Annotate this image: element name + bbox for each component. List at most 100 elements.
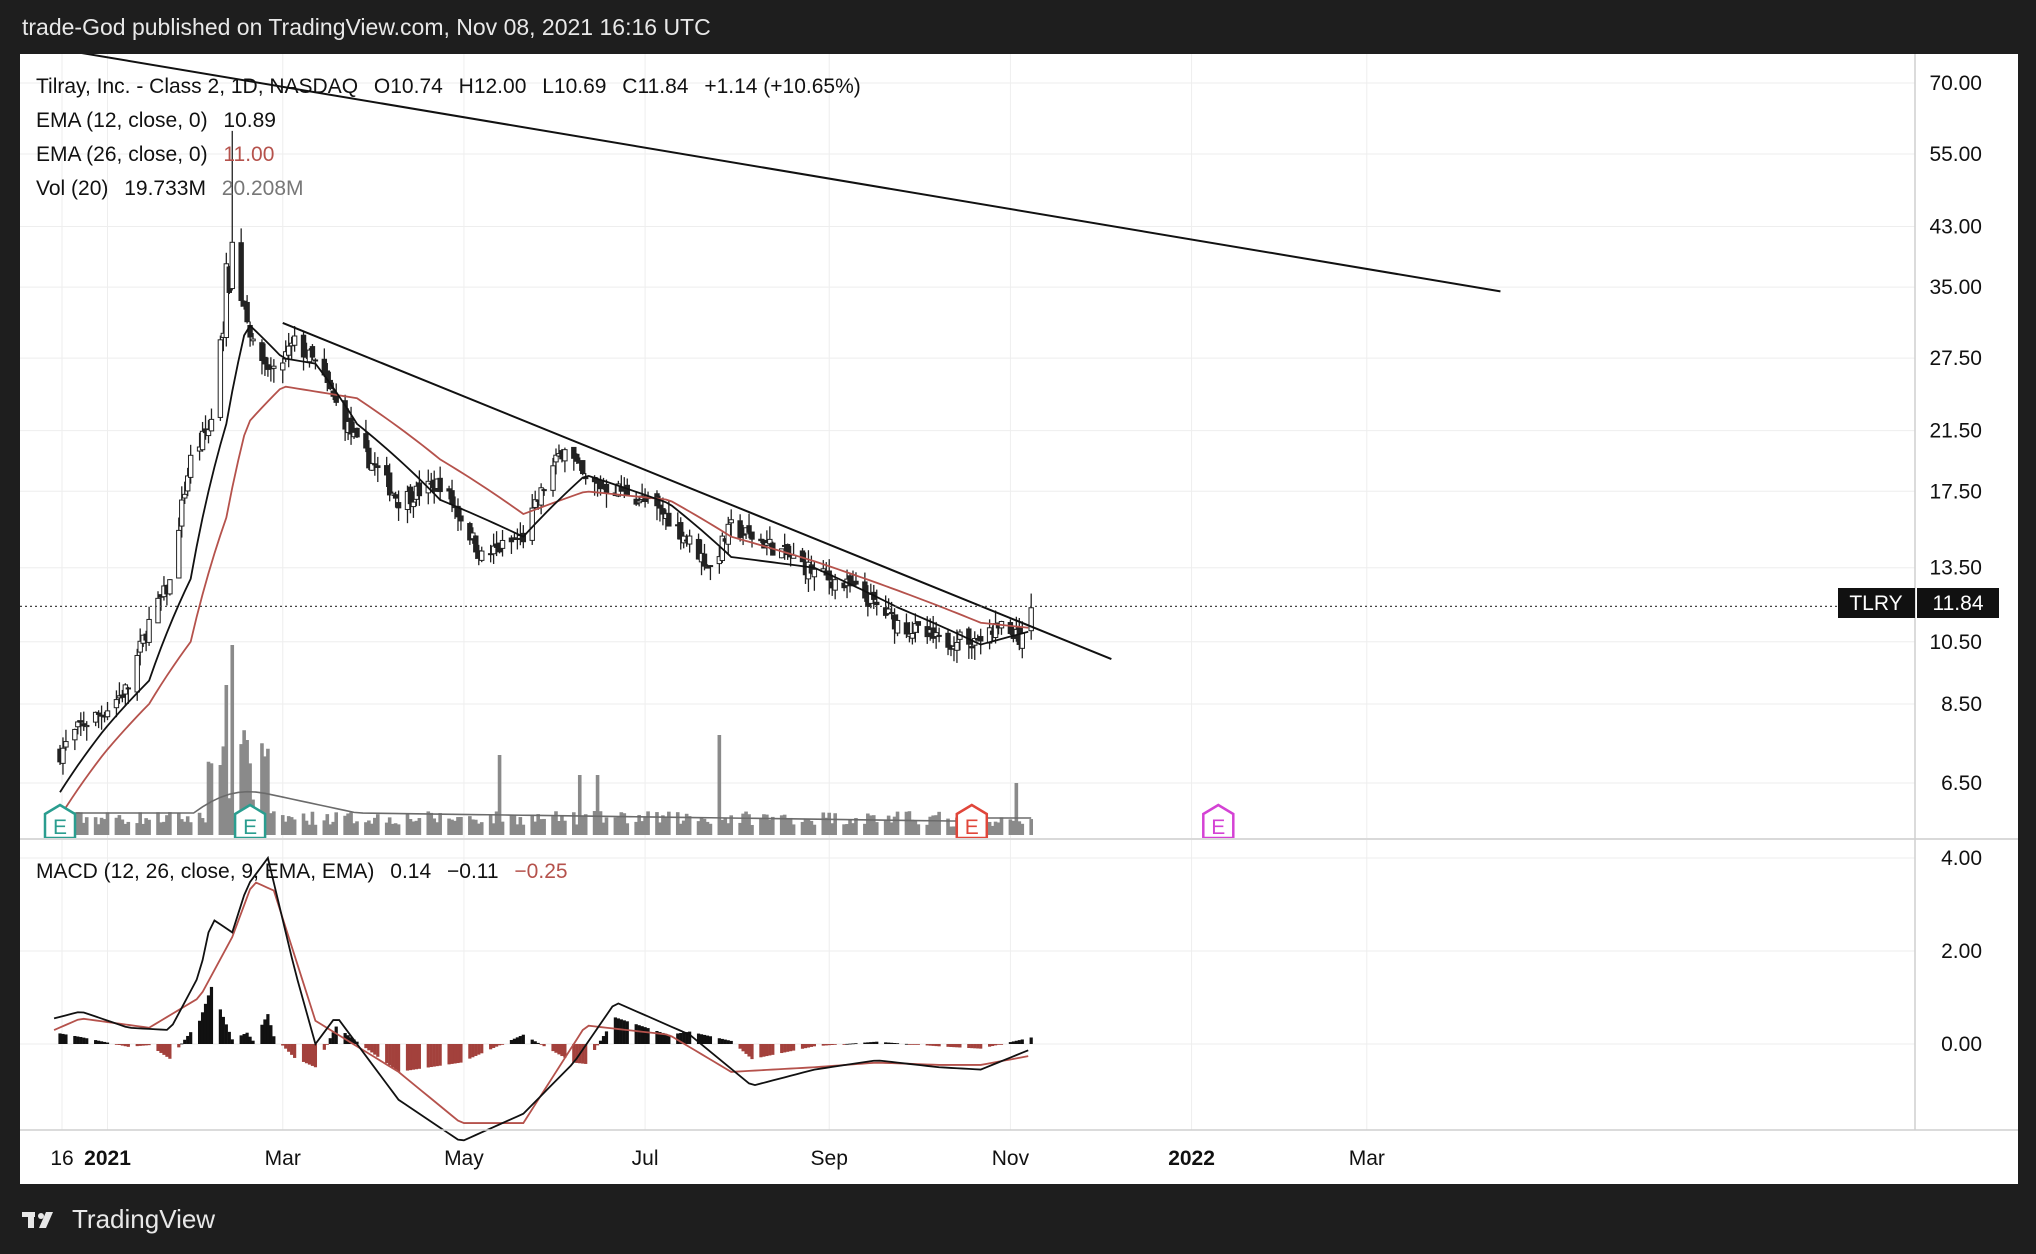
- macd-histogram-bar: [138, 1044, 142, 1046]
- candle-body: [912, 623, 919, 633]
- tradingview-logo[interactable]: TradingView: [22, 1204, 215, 1235]
- macd-histogram-bar: [189, 1032, 193, 1044]
- candle-body: [354, 427, 360, 438]
- macd-histogram-bar: [447, 1044, 451, 1065]
- macd-histogram-bar: [209, 986, 214, 1044]
- publisher-bar: trade-God published on TradingView.com, …: [0, 0, 2036, 54]
- candle-body: [737, 520, 743, 538]
- macd-histogram-bar: [408, 1044, 413, 1071]
- volume-bar: [892, 816, 897, 835]
- chart-frame[interactable]: E E E E 70.00 55.00 43.00 35.00 27.50 21.50 17.50…: [20, 54, 2018, 1184]
- macd-histogram-bar: [931, 1044, 935, 1046]
- macd-histogram-bar: [405, 1044, 410, 1071]
- macd-histogram-bar: [203, 1003, 208, 1044]
- volume-bar: [637, 814, 641, 835]
- macd-histogram-bar: [120, 1044, 124, 1046]
- macd-histogram-bar: [723, 1039, 727, 1044]
- candle-body: [749, 531, 755, 540]
- macd-histogram-bar: [875, 1041, 879, 1044]
- macd-tick-label: 2.00: [1941, 940, 1982, 963]
- macd-histogram-bar: [272, 1036, 276, 1044]
- candle-body: [532, 499, 538, 508]
- macd-histogram-bar: [438, 1044, 442, 1066]
- macd-histogram-bar: [313, 1044, 318, 1068]
- volume-bar: [889, 822, 894, 835]
- macd-histogram-bar: [58, 1033, 62, 1044]
- volume-bar: [283, 821, 288, 835]
- macd-histogram-bar: [349, 1037, 353, 1044]
- macd-histogram-bar: [135, 1044, 139, 1047]
- volume-bar: [509, 815, 514, 835]
- macd-histogram-bar: [453, 1044, 457, 1064]
- macd-histogram-bar: [263, 1019, 267, 1044]
- candle-body: [784, 544, 791, 556]
- candle-body: [660, 508, 666, 515]
- macd-histogram-bar: [958, 1044, 962, 1048]
- volume-bar: [871, 815, 876, 835]
- volume-bar: [114, 817, 119, 835]
- macd-histogram-bar: [884, 1042, 888, 1044]
- volume-bar: [595, 775, 600, 835]
- macd-histogram-bar: [539, 1044, 543, 1045]
- macd-histogram-bar: [803, 1044, 808, 1049]
- tradingview-chart[interactable]: E E E E 70.00 55.00 43.00 35.00 27.50 21.50 17.50…: [20, 54, 2018, 1184]
- earnings-marker-icon[interactable]: E: [43, 803, 77, 840]
- macd-histogram-bar: [370, 1044, 374, 1053]
- candle-body: [894, 619, 901, 634]
- trendlines[interactable]: [48, 54, 1501, 661]
- volume-bar: [655, 812, 659, 835]
- macd-histogram-bar: [869, 1042, 873, 1044]
- volume-bar: [883, 819, 888, 835]
- macd-histogram-bar: [1020, 1039, 1024, 1044]
- volume-bar: [346, 813, 350, 835]
- macd-histogram-bar: [331, 1032, 335, 1044]
- earnings-marker-label: E: [1211, 816, 1225, 839]
- candle-body: [657, 504, 663, 509]
- volume-bar: [479, 822, 484, 835]
- earnings-marker-icon[interactable]: E: [955, 803, 989, 840]
- candle-body: [208, 418, 215, 432]
- candle-body: [678, 522, 684, 540]
- candle-body: [1007, 622, 1014, 634]
- macd-axis[interactable]: 4.00 2.00 0.00: [1941, 847, 1982, 1056]
- candle-body: [885, 608, 892, 615]
- macd-histogram-bar: [640, 1026, 644, 1044]
- volume-bar: [667, 811, 671, 835]
- volume-bar: [414, 820, 419, 835]
- macd-histogram-bar: [664, 1033, 668, 1044]
- ema-lines: [59, 324, 1029, 818]
- price-axis[interactable]: 70.00 55.00 43.00 35.00 27.50 21.50 17.50 13.50…: [1929, 72, 1982, 795]
- macd-histogram-bar: [783, 1044, 787, 1053]
- candle-body: [681, 535, 687, 544]
- volume-bar: [221, 746, 226, 835]
- volume-bar: [405, 813, 410, 835]
- candle-body: [562, 449, 568, 462]
- macd-histogram-bar: [913, 1044, 917, 1045]
- volume-bar: [126, 821, 131, 835]
- macd-histogram-bar: [334, 1026, 338, 1044]
- macd-histogram-bar: [729, 1040, 733, 1044]
- candle-body: [185, 475, 191, 492]
- volume-bar: [367, 820, 371, 835]
- volume-bar: [390, 823, 395, 835]
- price-tick-label: 10.50: [1929, 631, 1982, 654]
- candle-body: [119, 694, 126, 698]
- candle-body: [915, 621, 922, 626]
- candle-body: [229, 241, 235, 290]
- volume-bar: [396, 824, 401, 835]
- macd-histogram: [58, 986, 1033, 1072]
- volume-bar: [411, 821, 416, 835]
- volume-bar: [869, 815, 873, 835]
- macd-histogram-bar: [622, 1020, 626, 1044]
- candle-body: [113, 699, 120, 709]
- macd-histogram-bar: [509, 1040, 514, 1044]
- earnings-marker-icon[interactable]: E: [1202, 803, 1235, 840]
- macd-histogram-bar: [601, 1036, 606, 1044]
- candle-body: [538, 487, 544, 506]
- candle-body: [182, 493, 188, 499]
- volume-bar: [364, 822, 368, 835]
- earnings-marker-icon[interactable]: E: [233, 803, 267, 840]
- volume-bar: [886, 815, 891, 835]
- time-axis[interactable]: 16 2021 Mar May Jul Sep Nov 2022 Mar: [50, 1147, 1385, 1170]
